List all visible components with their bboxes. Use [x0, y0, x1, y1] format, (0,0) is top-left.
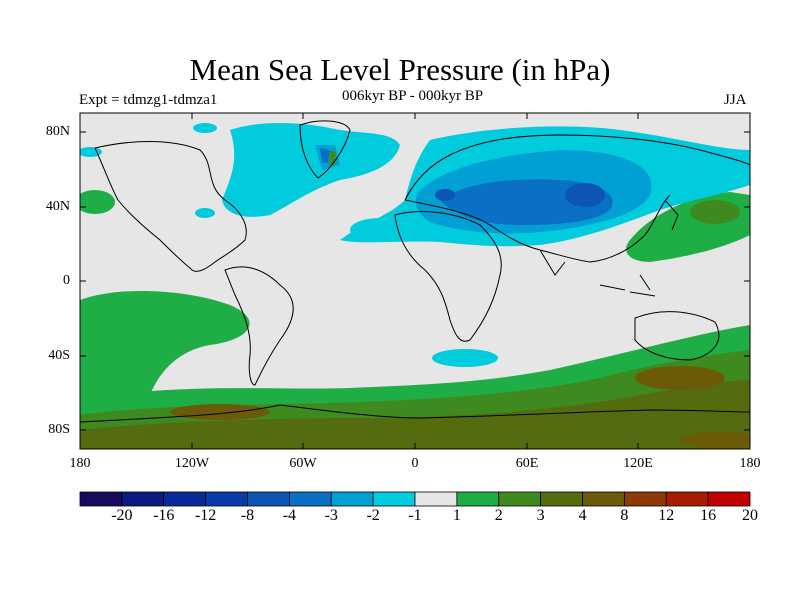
- colorbar-swatch-9: [456, 491, 500, 507]
- colorbar-label: 2: [494, 507, 503, 524]
- lat-label-80n: 80N: [45, 124, 70, 139]
- colorbar-label: 20: [742, 507, 758, 524]
- colorbar-label: -2: [366, 507, 380, 524]
- eurasia-coast: [404, 134, 750, 263]
- colorbar-swatch-14: [665, 491, 709, 507]
- colorbar-label: -3: [324, 507, 338, 524]
- colorbar-label: 8: [620, 507, 629, 524]
- south-america-coast: [224, 266, 294, 386]
- colorbar-swatch-8: [414, 491, 458, 507]
- colorbar-label: -12: [194, 507, 217, 524]
- central-asia-low-core: [565, 183, 605, 207]
- europe-low-core: [435, 189, 455, 201]
- chart-title: Mean Sea Level Pressure (in hPa): [189, 52, 611, 87]
- colorbar-swatch-0: [79, 491, 123, 507]
- india-coast: [539, 249, 566, 276]
- lon-label-180e: 180: [739, 456, 761, 471]
- lon-label-0: 0: [411, 456, 419, 471]
- australia-coast: [634, 311, 720, 361]
- colorbar-swatch-5: [288, 491, 332, 507]
- greenland-low-core: [320, 148, 330, 163]
- colorbar-label: 3: [536, 507, 545, 524]
- colorbar-label: -1: [408, 507, 422, 524]
- colorbar-swatch-12: [582, 491, 625, 507]
- antarctica-coast: [80, 404, 750, 423]
- colorbar-label: 16: [700, 507, 717, 524]
- pacific-high-max-1: [635, 366, 725, 390]
- indian-ocean-low: [432, 349, 498, 367]
- coastlines: [80, 120, 750, 423]
- lat-label-40s: 40S: [48, 348, 70, 363]
- subtropical-atlantic-low: [350, 218, 410, 242]
- experiment-label: Expt = tdmzg1-tdmza1: [79, 92, 218, 108]
- africa-coast: [394, 211, 502, 342]
- southern-ocean-high-core: [80, 380, 750, 449]
- colorbar-swatch-6: [330, 491, 374, 507]
- season-label: JJA: [724, 92, 747, 108]
- colorbar-label: -16: [153, 507, 175, 524]
- atlantic-low-patch: [195, 208, 215, 218]
- axis-ticks: [80, 113, 750, 449]
- antarctic-high-max: [680, 432, 750, 448]
- colorbar-swatch-2: [163, 491, 207, 507]
- lon-label-120w: 120W: [174, 456, 210, 471]
- indonesia-coast: [599, 274, 656, 297]
- lat-label-0: 0: [63, 273, 70, 288]
- south-pacific-high-west: [80, 330, 96, 398]
- nw-pacific-high-core: [690, 200, 740, 224]
- period-label: 006kyr BP - 000kyr BP: [341, 88, 484, 104]
- colorbar-swatch-7: [372, 491, 416, 507]
- colorbar-swatch-11: [540, 491, 583, 507]
- colorbar-swatch-10: [498, 491, 542, 507]
- colorbar-label: 4: [578, 507, 587, 524]
- japan-coast: [664, 199, 679, 231]
- colorbar-swatch-4: [247, 491, 290, 507]
- colorbar-swatch-1: [121, 491, 165, 507]
- lon-label-120e: 120E: [623, 456, 653, 471]
- colorbar-swatch-3: [205, 491, 248, 507]
- colorbar-label: 12: [658, 507, 675, 524]
- south-pacific-high: [80, 290, 250, 400]
- colorbar-label: 1: [452, 507, 461, 524]
- colorbar-swatch-13: [623, 491, 667, 507]
- arctic-low-patch-2: [80, 147, 102, 157]
- colorbar-label: -8: [240, 507, 255, 524]
- lat-label-80s: 80S: [48, 422, 70, 437]
- lon-label-180w: 180: [69, 456, 91, 471]
- lon-label-60e: 60E: [515, 456, 539, 471]
- east-pacific-high: [80, 190, 115, 214]
- colorbar-swatch-15: [707, 491, 751, 507]
- arctic-low-patch: [193, 123, 217, 133]
- colorbar-label: -20: [111, 507, 133, 524]
- pacific-high-max-2: [170, 404, 270, 420]
- north-america-coast: [94, 141, 247, 272]
- colorbar-label: -4: [282, 507, 297, 524]
- colorbar: [79, 491, 751, 507]
- lat-label-40n: 40N: [45, 199, 70, 214]
- lon-label-60w: 60W: [289, 456, 317, 471]
- greenland-coast: [299, 120, 351, 179]
